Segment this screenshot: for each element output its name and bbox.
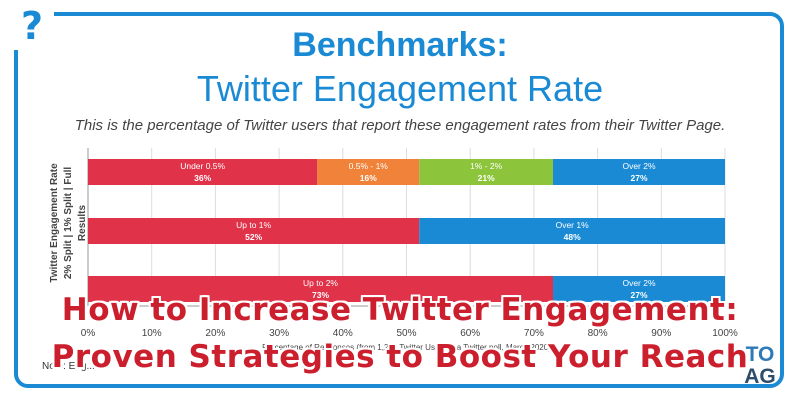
segment-label: Over 2% [622, 161, 656, 171]
x-tick-label: 60% [460, 328, 480, 339]
help-icon[interactable]: ? [10, 2, 54, 50]
segment-value-label: 21% [478, 173, 495, 183]
segment-value-label: 73% [312, 290, 329, 300]
overlay-headline-line2: Proven Strategies to Boost Your Reach [51, 339, 749, 375]
x-tick-label: 30% [269, 328, 289, 339]
segment-value-label: 27% [630, 173, 647, 183]
x-tick-label: 0% [81, 328, 96, 339]
x-tick-label: 100% [712, 328, 738, 339]
bar-segment [88, 276, 554, 302]
logo-bottom-text: AG [744, 365, 776, 388]
segment-label: 1% - 2% [470, 161, 503, 171]
segment-value-label: 27% [630, 290, 647, 300]
bar-segment [419, 218, 725, 244]
x-tick-label: 80% [588, 328, 608, 339]
logo-top-text: TO [745, 343, 775, 366]
x-tick-label: 20% [205, 328, 225, 339]
segment-label: Over 1% [556, 220, 590, 230]
x-tick-label: 90% [651, 328, 671, 339]
x-tick-label: 70% [524, 328, 544, 339]
segment-label: Over 2% [622, 278, 656, 288]
chart-description: This is the percentage of Twitter users … [74, 117, 726, 134]
segment-label: Up to 2% [303, 278, 338, 288]
bar-segment [88, 218, 420, 244]
x-tick-label: 50% [396, 328, 416, 339]
segment-label: 0.5% - 1% [349, 161, 389, 171]
x-axis-label: Percentage of Responses (from 1,272 Twit… [262, 343, 551, 352]
segment-value-label: 16% [360, 173, 377, 183]
segment-value-label: 52% [245, 232, 262, 242]
bar-segment [317, 159, 420, 185]
segment-label: Up to 1% [236, 220, 271, 230]
bar-segment [553, 276, 725, 302]
footnote: Note: Eng... [42, 361, 95, 372]
site-logo[interactable]: TO AG [740, 344, 780, 388]
x-tick-label: 10% [142, 328, 162, 339]
overlay-headline-line1: How to Increase Twitter Engagement: [61, 292, 739, 328]
x-tick-label: 40% [333, 328, 353, 339]
infographic-frame [14, 12, 784, 388]
segment-label: Under 0.5% [180, 161, 225, 171]
bar-segment [553, 159, 725, 185]
bar-segment [419, 159, 554, 185]
bar-segment [88, 159, 318, 185]
page-subtitle-main: Twitter Engagement Rate [196, 68, 604, 109]
page-title: Benchmarks: [292, 26, 508, 64]
segment-value-label: 36% [194, 173, 211, 183]
segment-value-label: 48% [564, 232, 581, 242]
